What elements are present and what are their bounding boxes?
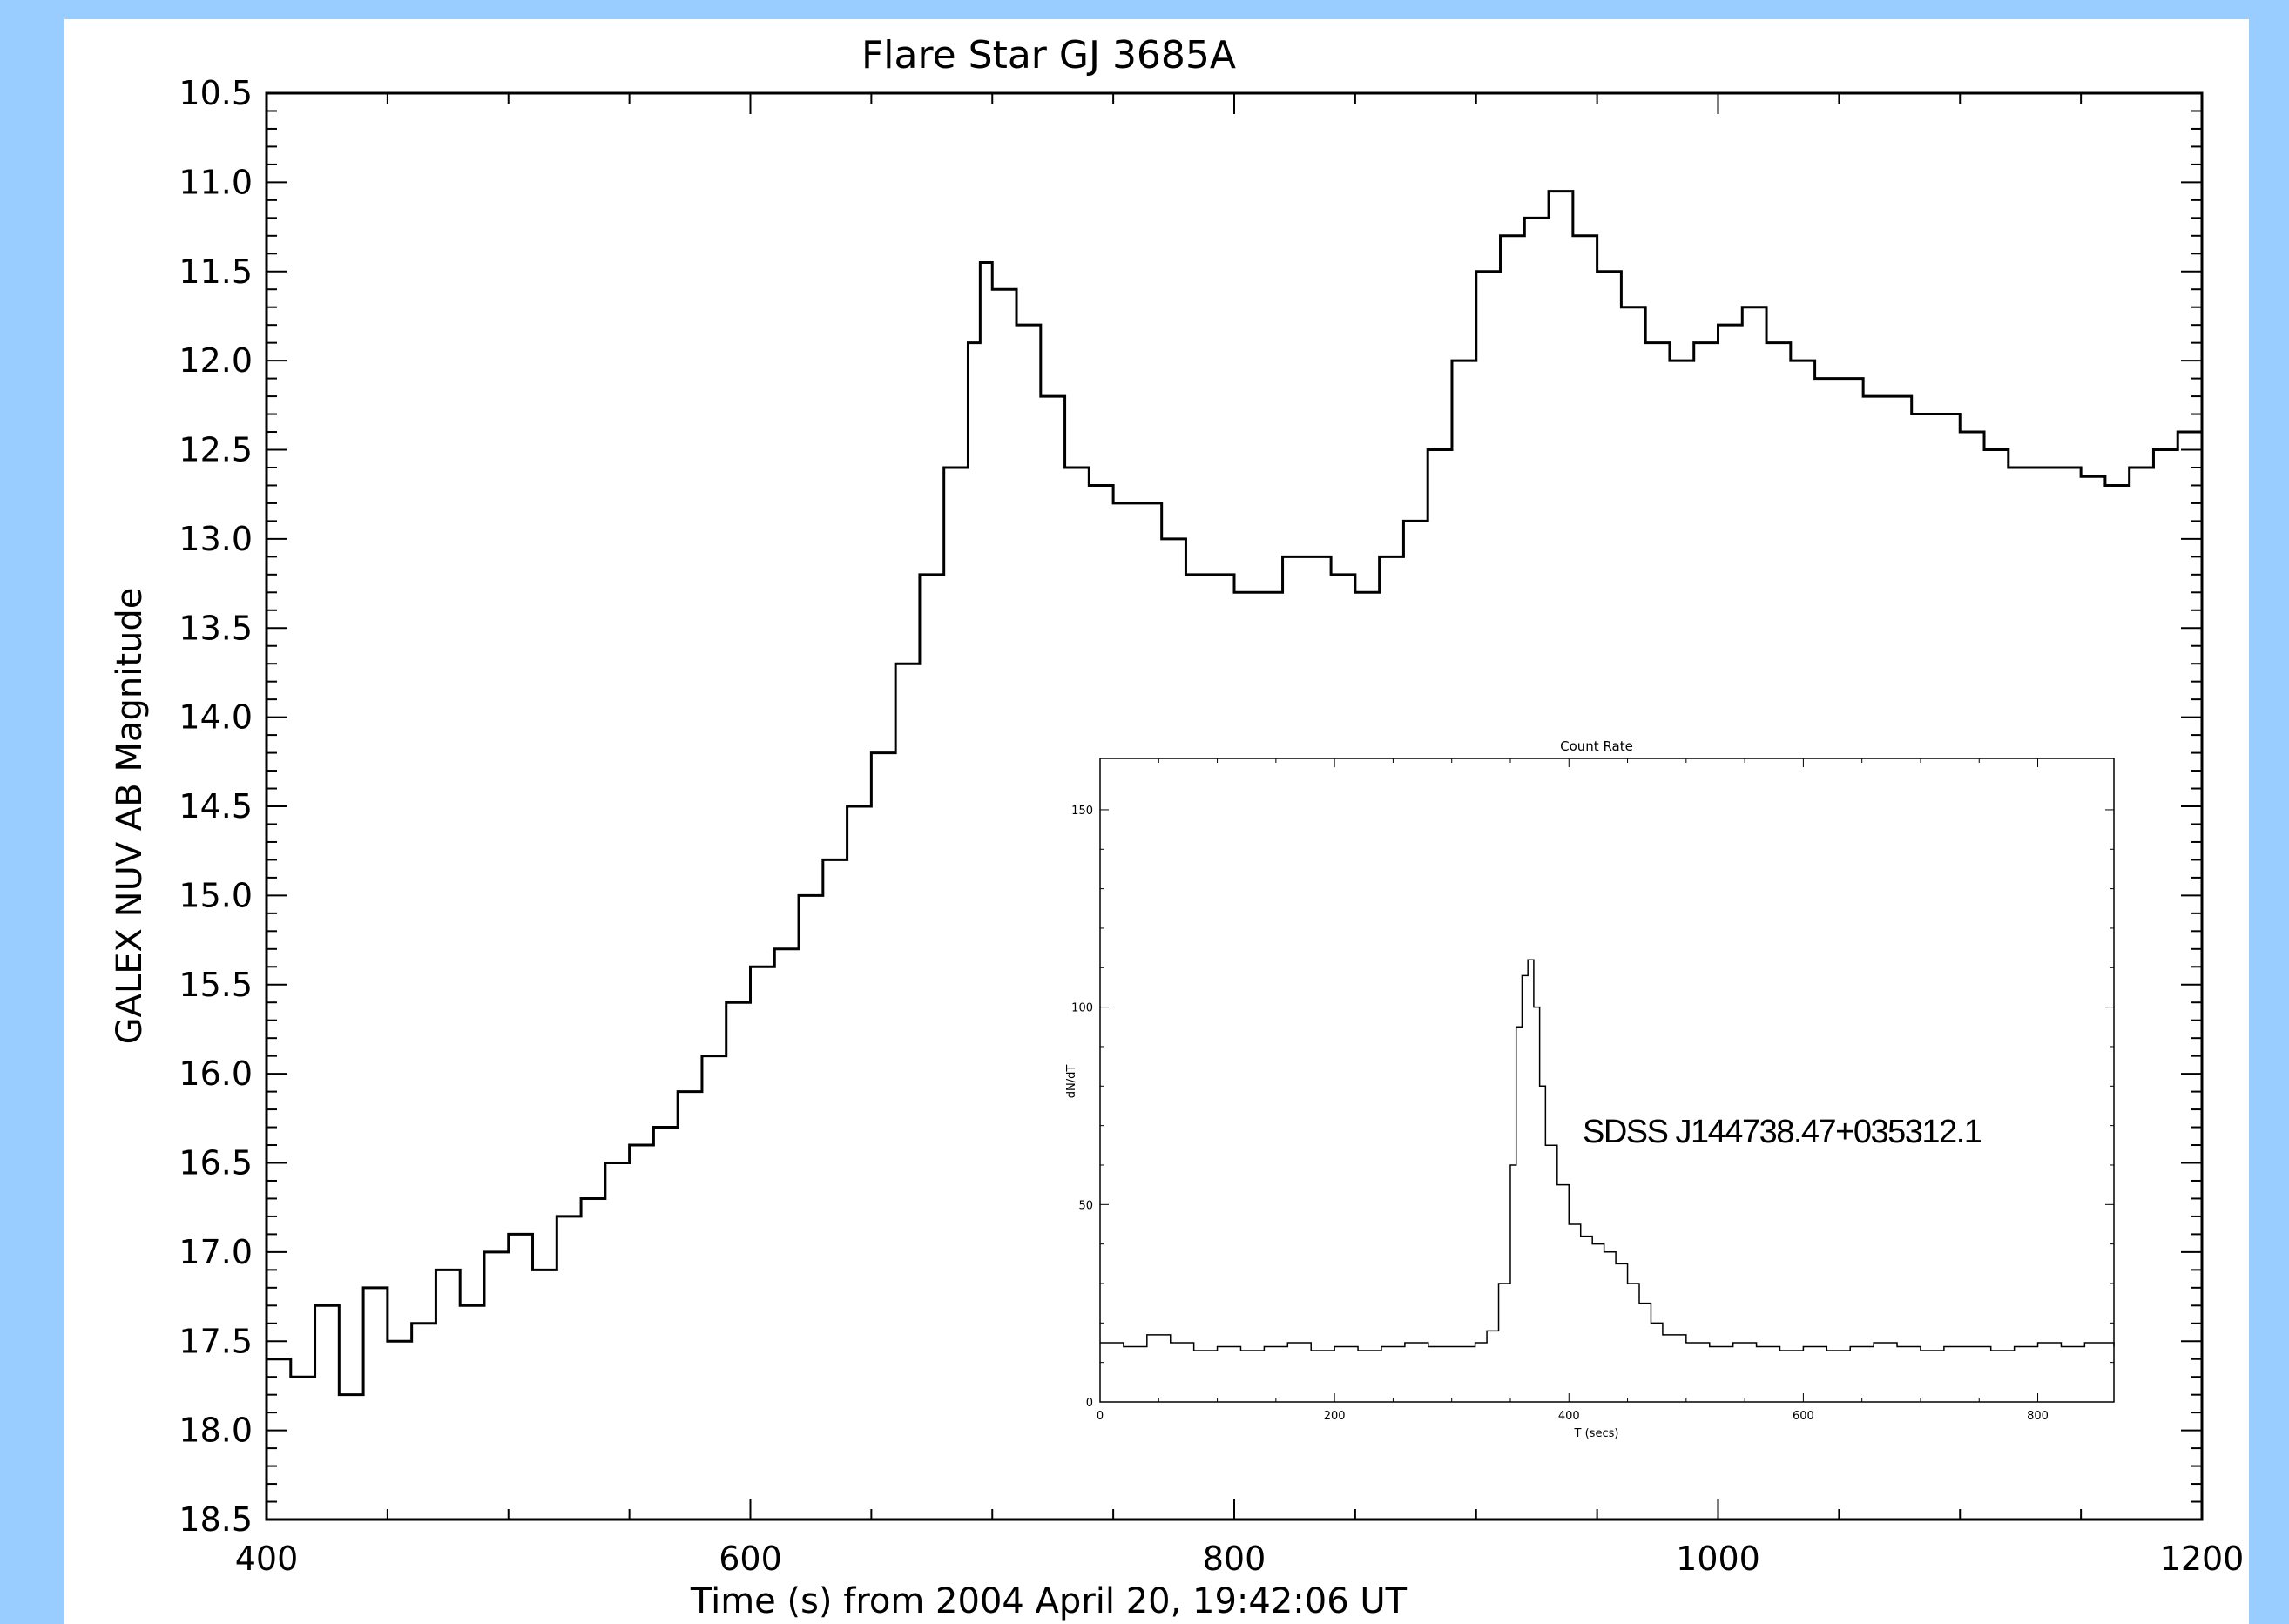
y-tick-label: 17.5 [179, 1322, 253, 1360]
y-tick-label: 13.0 [179, 520, 253, 558]
x-tick-label: 0 [1097, 1410, 1104, 1423]
inset-y-axis-title: dN/dT [1065, 1065, 1078, 1099]
series-line [1100, 959, 2115, 1351]
x-tick-label: 600 [719, 1540, 782, 1578]
x-tick-label: 800 [1203, 1540, 1266, 1578]
y-tick-label: 13.5 [179, 609, 253, 647]
x-tick-label: 1200 [2160, 1540, 2245, 1578]
x-axis-title: Time (s) from 2004 April 20, 19:42:06 UT [690, 1581, 1408, 1621]
y-axis-title: GALEX NUV AB Magnitude [110, 588, 150, 1045]
inset-tick-labels: 0 200 400 600 800 0 50 100 150 [1071, 805, 2049, 1423]
y-tick-label: 11.0 [179, 163, 253, 201]
y-tick-label: 18.5 [179, 1500, 253, 1539]
main-plot-frame [265, 91, 2204, 1521]
x-tick-label: 1000 [1676, 1540, 1760, 1578]
inset-chart: Count Rate T (secs) dN/dT 0 200 400 600 8000… [1065, 738, 2115, 1440]
series-line [267, 190, 2202, 1397]
main-tick-labels: 400 600 800 1000 120010.511.011.512.012.513.… [179, 74, 2244, 1578]
y-tick-label: 11.5 [179, 253, 253, 291]
y-tick-label: 15.0 [179, 876, 253, 914]
x-tick-label: 400 [1558, 1410, 1580, 1423]
main-series-group [267, 190, 2202, 1397]
inset-x-axis-title: T (secs) [1574, 1427, 1619, 1440]
inset-plot-frame [1099, 758, 2115, 1403]
y-tick-label: 50 [1078, 1199, 1093, 1212]
inset-series-group [1100, 959, 2115, 1351]
chart-title: Flare Star GJ 3685A [861, 33, 1236, 77]
y-tick-label: 0 [1086, 1397, 1093, 1410]
y-tick-label: 12.0 [179, 341, 253, 380]
x-tick-label: 200 [1324, 1410, 1346, 1423]
y-tick-label: 12.5 [179, 431, 253, 469]
inset-chart-title: Count Rate [1560, 738, 1633, 754]
y-tick-label: 100 [1071, 1002, 1093, 1015]
y-tick-label: 18.0 [179, 1412, 253, 1450]
inset-annotation: SDSS J144738.47+035312.1 [1583, 1114, 1982, 1150]
y-tick-label: 14.0 [179, 698, 253, 737]
x-tick-label: 600 [1793, 1410, 1814, 1423]
y-tick-label: 16.5 [179, 1144, 253, 1183]
x-tick-label: 800 [2027, 1410, 2049, 1423]
figure-svg: Flare Star GJ 3685A Time (s) from 2004 A… [110, 33, 2244, 1621]
y-tick-label: 10.5 [179, 74, 253, 112]
figure-panel: Flare Star GJ 3685A Time (s) from 2004 A… [64, 19, 2249, 1624]
y-tick-label: 14.5 [179, 787, 253, 825]
y-tick-label: 150 [1071, 805, 1093, 818]
x-tick-label: 400 [235, 1540, 299, 1578]
y-tick-label: 17.0 [179, 1233, 253, 1271]
y-tick-label: 15.5 [179, 966, 253, 1004]
inset-tick-marks [1099, 758, 2114, 1403]
main-tick-marks [266, 92, 2203, 1520]
y-tick-label: 16.0 [179, 1055, 253, 1093]
